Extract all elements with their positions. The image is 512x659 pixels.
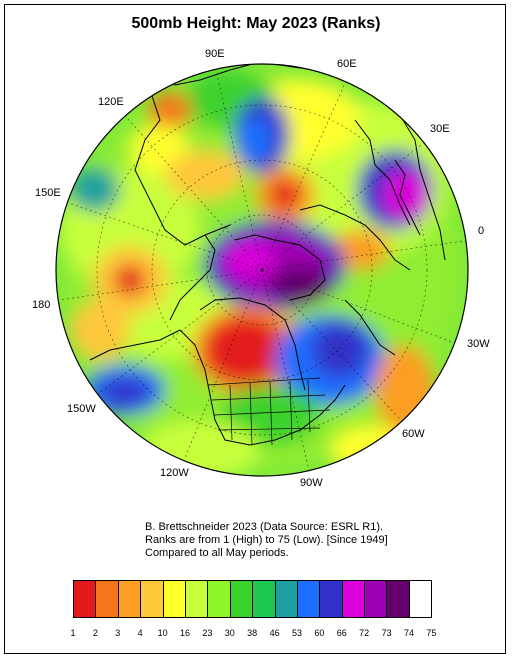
legend-tick-label: 30 (224, 628, 235, 638)
legend-swatch (162, 580, 186, 618)
lon-label-0: 0 (478, 225, 485, 237)
legend-tick-label: 38 (247, 628, 258, 638)
legend-tick-label: 72 (359, 628, 370, 638)
legend-tick-label: 75 (426, 628, 437, 638)
legend-tick-label: 53 (291, 628, 303, 638)
credit-line-1: B. Brettschneider 2023 (Data Source: ESR… (145, 521, 384, 533)
legend-swatch (252, 580, 276, 618)
credit-line-3: Compared to all May periods. (145, 547, 289, 559)
legend-tick-label: 60 (314, 628, 325, 638)
legend-tick-label: 16 (179, 628, 191, 638)
legend-swatch (386, 580, 410, 618)
rank-field (56, 64, 468, 476)
legend-tick-label: 3 (115, 628, 121, 638)
lon-label-120e: 120E (98, 96, 124, 108)
legend-tick-label: 10 (157, 628, 168, 638)
legend-ticks: 1 2 3 4 10 16 23 30 38 46 53 60 66 72 73 74 75 (60, 628, 470, 642)
lon-label-150e: 150E (35, 187, 61, 199)
legend-tick-label: 1 (70, 628, 76, 638)
lon-label-30e: 30E (430, 123, 450, 135)
figure-frame (4, 4, 506, 654)
legend-swatch (73, 580, 97, 618)
legend-swatch (408, 580, 433, 618)
legend-swatch (140, 580, 164, 618)
lon-label-90e: 90E (205, 48, 225, 60)
coastlines (89, 64, 446, 446)
legend-swatch (117, 580, 142, 618)
legend-tick-label: 46 (269, 628, 280, 638)
credit-text: B. Brettschneider 2023 (Data Source: ESR… (145, 521, 388, 560)
lon-label-60w: 60W (402, 428, 425, 440)
legend-swatch (95, 580, 119, 618)
legend-swatch (319, 580, 343, 618)
lon-label-120w: 120W (160, 467, 189, 479)
legend-tick-label: 66 (336, 628, 347, 638)
color-legend (73, 580, 433, 620)
legend-tick-label: 2 (92, 628, 98, 638)
legend-swatch (341, 580, 366, 618)
lon-label-90w: 90W (300, 477, 323, 489)
map-title: 500mb Height: May 2023 (Ranks) (131, 15, 381, 32)
lon-label-30w: 30W (467, 338, 490, 350)
legend-swatch (296, 580, 321, 618)
legend-tick-label: 73 (381, 628, 392, 638)
credit-line-2: Ranks are from 1 (High) to 75 (Low). [Si… (145, 534, 388, 546)
state-borders (207, 377, 331, 446)
legend-swatch (207, 580, 231, 618)
legend-swatch (229, 580, 254, 618)
legend-tick-label: 23 (202, 628, 213, 638)
legend-tick-label: 74 (403, 628, 415, 638)
lon-label-180: 180 (32, 299, 51, 311)
legend-swatch (364, 580, 388, 618)
legend-swatch (184, 580, 209, 618)
lon-label-150w: 150W (67, 403, 96, 415)
legend-tick-label: 4 (137, 628, 143, 638)
lon-label-60e: 60E (337, 58, 357, 70)
legend-swatch (274, 580, 298, 618)
